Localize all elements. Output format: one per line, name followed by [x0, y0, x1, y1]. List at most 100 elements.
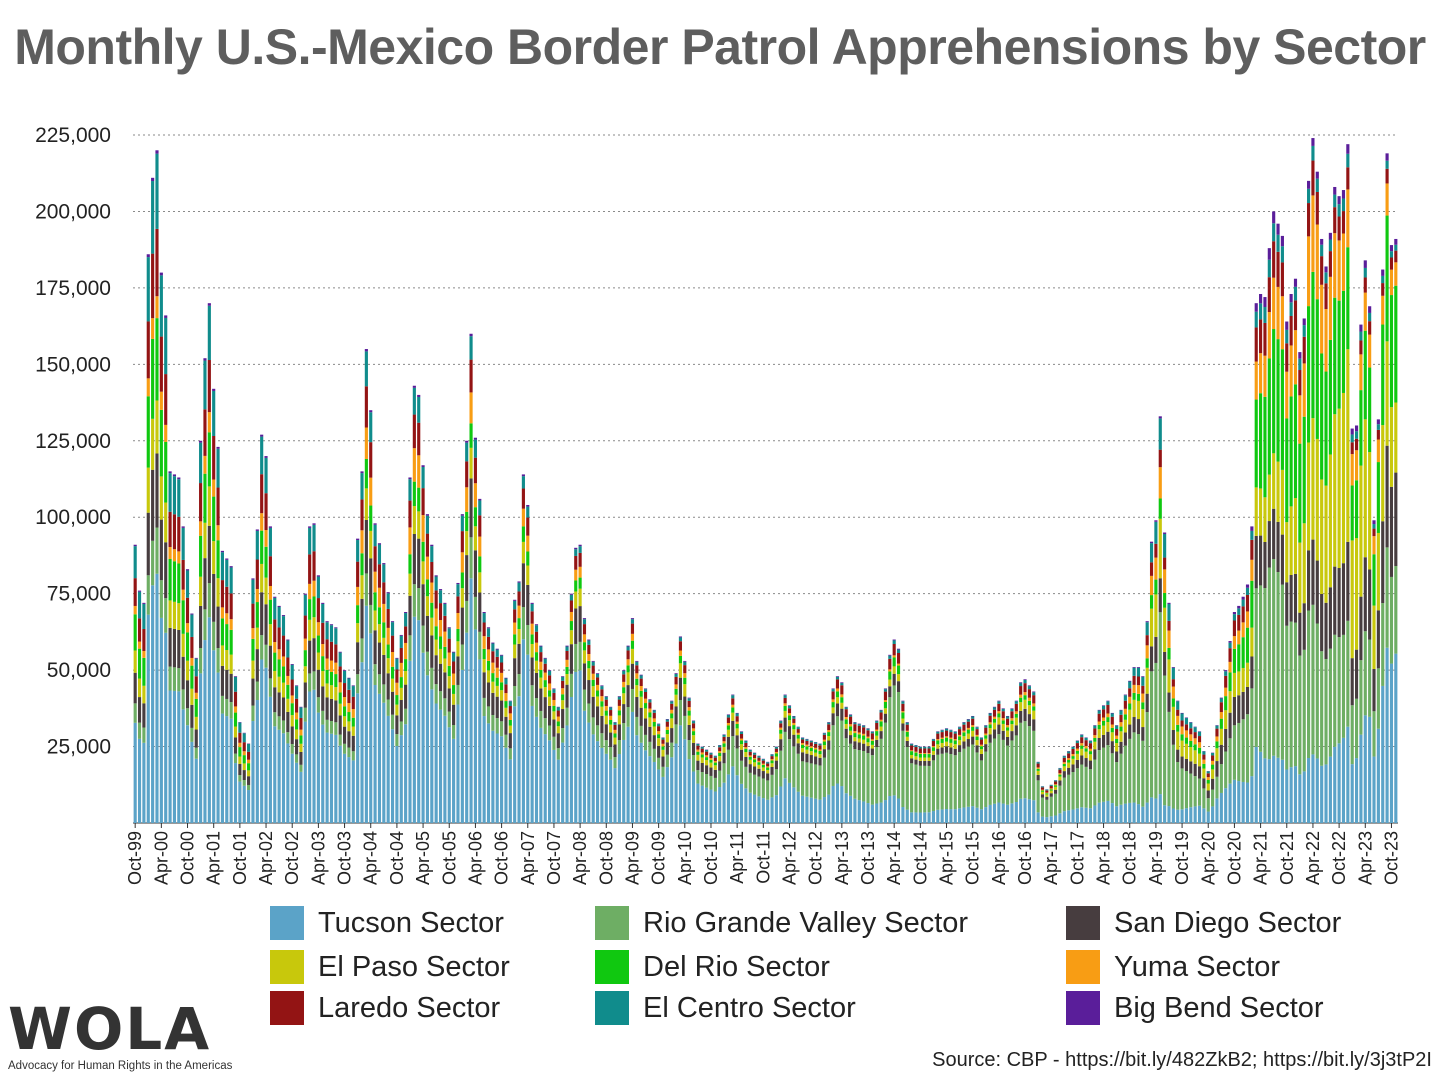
- bar-segment: [709, 775, 713, 790]
- bar-segment: [452, 651, 456, 653]
- bar-segment: [674, 673, 678, 677]
- bar-segment: [1027, 685, 1031, 687]
- bar-segment: [853, 722, 857, 725]
- bar-segment: [1311, 271, 1315, 419]
- bar-segment: [1088, 754, 1093, 761]
- bar-segment: [530, 611, 534, 624]
- bar-segment: [787, 705, 792, 706]
- bar-segment: [936, 744, 940, 749]
- bar-segment: [914, 752, 918, 757]
- bar-segment: [137, 591, 142, 619]
- bar-segment: [1128, 681, 1132, 689]
- stacked-bar: [1036, 761, 1040, 823]
- bar-segment: [565, 725, 569, 823]
- bar-segment: [1254, 327, 1258, 362]
- bar-segment: [643, 708, 648, 719]
- bar-segment: [604, 710, 608, 716]
- x-tick-label: Oct-18: [1120, 831, 1140, 885]
- bar-segment: [281, 682, 286, 698]
- bar-segment: [233, 737, 238, 754]
- bar-segment: [1006, 715, 1010, 717]
- bar-segment: [661, 743, 665, 747]
- bar-segment: [582, 634, 587, 643]
- bar-segment: [966, 746, 970, 807]
- legend-item-el-centro: El Centro Sector: [595, 990, 856, 1026]
- bar-segment: [273, 619, 277, 643]
- bar-segment: [438, 589, 443, 591]
- bar-segment: [233, 676, 238, 692]
- bar-segment: [1132, 732, 1136, 803]
- bar-segment: [238, 775, 242, 782]
- bar-segment: [1106, 700, 1110, 702]
- bar-segment: [172, 474, 177, 477]
- bar-segment: [940, 747, 944, 754]
- bar-segment: [508, 713, 512, 720]
- bar-segment: [648, 712, 652, 718]
- bar-segment: [1036, 774, 1040, 781]
- bar-segment: [530, 685, 534, 706]
- bar-segment: [1080, 748, 1084, 756]
- bar-segment: [879, 802, 883, 823]
- stacked-bar: [827, 722, 831, 823]
- bar-segment: [1206, 783, 1210, 791]
- bar-segment: [238, 756, 242, 764]
- bar-segment: [1328, 276, 1332, 340]
- bar-segment: [691, 771, 696, 823]
- bar-segment: [373, 610, 377, 631]
- bar-segment: [1237, 605, 1241, 609]
- bar-segment: [517, 582, 521, 592]
- bar-segment: [408, 554, 412, 574]
- bar-segment: [133, 544, 137, 547]
- bar-segment: [268, 556, 272, 586]
- x-tick-label: Apr-08: [570, 831, 590, 885]
- bar-segment: [1054, 780, 1058, 782]
- bar-segment: [495, 733, 499, 823]
- x-tick-label: Oct-03: [335, 831, 355, 885]
- bar-segment: [604, 706, 608, 711]
- bar-segment: [500, 654, 504, 656]
- bar-segment: [587, 722, 591, 823]
- bar-segment: [1058, 769, 1062, 774]
- bar-segment: [552, 736, 556, 750]
- stacked-bar: [569, 593, 573, 823]
- bar-segment: [796, 734, 800, 739]
- bar-segment: [1202, 808, 1206, 823]
- bar-segment: [962, 722, 966, 725]
- bar-segment: [652, 726, 656, 736]
- bar-segment: [1132, 717, 1136, 733]
- bar-segment: [1354, 438, 1359, 451]
- bar-segment: [382, 702, 386, 823]
- bar-segment: [347, 747, 351, 758]
- bar-segment: [1158, 518, 1162, 579]
- stacked-bar: [1084, 737, 1088, 823]
- bar-segment: [277, 716, 281, 730]
- bar-segment: [142, 628, 146, 651]
- bar-segment: [216, 648, 220, 673]
- bar-segment: [181, 559, 185, 590]
- bar-segment: [216, 448, 220, 488]
- bar-segment: [569, 593, 573, 595]
- bar-segment: [1224, 728, 1228, 752]
- bar-segment: [587, 703, 591, 723]
- bar-segment: [643, 689, 648, 692]
- stacked-bar: [526, 504, 530, 823]
- bar-segment: [469, 423, 473, 448]
- x-tick-label: Oct-09: [649, 831, 669, 885]
- bar-segment: [1219, 702, 1223, 713]
- bar-segment: [351, 686, 355, 697]
- bar-segment: [735, 723, 739, 729]
- bar-segment: [1311, 145, 1315, 161]
- y-tick-label: 150,000: [35, 353, 111, 376]
- stacked-bar: [979, 737, 983, 823]
- bar-segment: [962, 732, 966, 737]
- bar-segment: [1184, 718, 1189, 725]
- bar-segment: [827, 730, 831, 733]
- bar-segment: [1350, 442, 1354, 455]
- bar-segment: [561, 688, 565, 695]
- bar-segment: [190, 614, 194, 637]
- bar-segment: [382, 582, 386, 604]
- bar-segment: [635, 716, 639, 736]
- bar-segment: [1337, 300, 1341, 409]
- stacked-bar: [1302, 318, 1306, 823]
- bar-segment: [181, 589, 185, 601]
